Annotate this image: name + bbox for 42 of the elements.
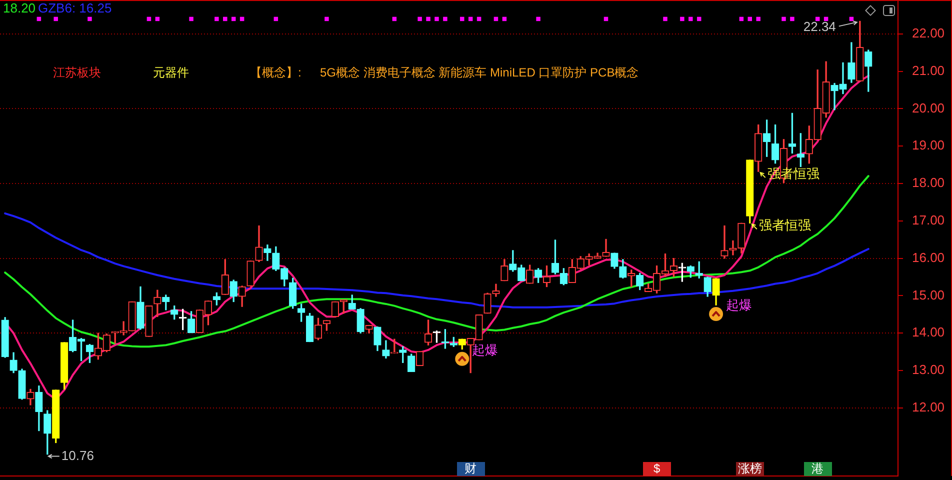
y-tick-label: 13.00 [912, 362, 945, 378]
point [88, 16, 92, 22]
annotation: 元器件 [153, 65, 189, 80]
point [214, 16, 219, 22]
point [189, 16, 194, 22]
point [54, 16, 58, 22]
point [324, 16, 329, 22]
text: 强者恒强 [758, 218, 811, 233]
y-tick-label: 12.00 [912, 400, 945, 415]
y-tick-label: 22.00 [912, 25, 945, 40]
text: 22.34 [803, 18, 836, 34]
annotation: 5G概念 消费电子概念 新能源车 MiniLED 口罩防护 PCB概念 [320, 65, 639, 80]
data-label: 起爆 [472, 342, 498, 358]
annotation: GZB6: 16.25 [38, 0, 112, 16]
point [536, 16, 540, 22]
y-tick-label: 19.00 [912, 138, 945, 153]
point [756, 16, 760, 22]
annotation: 18.20 [3, 0, 36, 16]
point [688, 16, 693, 22]
point [443, 16, 448, 22]
annotation: 【概念】: [250, 65, 302, 80]
y-tick-label: 17.00 [912, 212, 945, 228]
point [455, 352, 470, 366]
point [426, 16, 430, 22]
point [223, 16, 228, 22]
y-tick-label: 20.00 [912, 100, 945, 116]
point [663, 16, 668, 22]
y-tick-label: 15.00 [912, 287, 945, 302]
candlestick [720, 225, 728, 259]
point [680, 16, 684, 22]
y-tick-label: 16.00 [912, 250, 945, 265]
point [418, 16, 422, 22]
annotation: 江苏板块 [53, 65, 101, 80]
point [434, 16, 439, 22]
point [782, 16, 786, 22]
y-tick-label: 21.00 [912, 62, 945, 78]
point [709, 307, 724, 322]
data-label: 起爆 [726, 298, 752, 313]
y-tick-label: 18.00 [912, 175, 945, 190]
point [790, 16, 794, 22]
y-tick-label: 14.00 [912, 324, 945, 340]
text: 10.76 [61, 448, 94, 463]
